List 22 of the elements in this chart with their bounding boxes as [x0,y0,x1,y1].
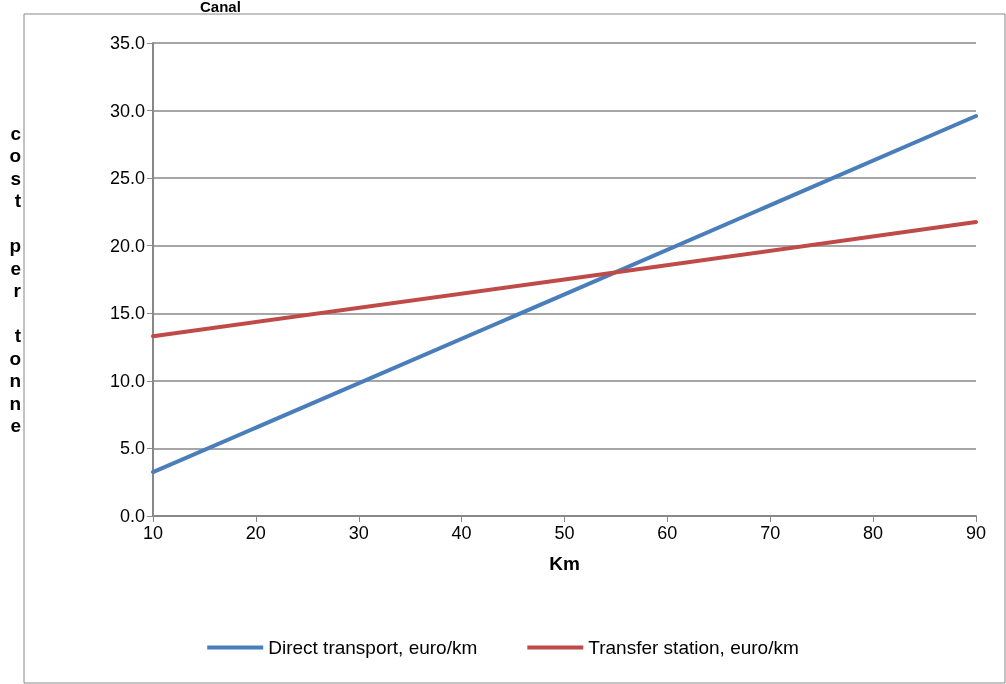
y-tick-label: 0.0 [119,506,145,526]
x-tick-label: 20 [245,523,266,543]
y-tick-label: 25.0 [109,168,145,189]
y-tick-label: 20.0 [109,235,145,256]
y-tick-label: 35.0 [109,33,145,53]
y-tick-label: 15.0 [109,303,145,324]
chart-title: Canal [200,0,241,15]
x-tick-label: 40 [451,523,472,543]
x-tick-label: 60 [657,523,678,543]
y-tick-label: 30.0 [109,100,145,121]
legend-label: Direct transport, euro/km [268,637,478,658]
x-tick-label: 50 [554,523,575,543]
x-tick-label: 70 [760,523,781,543]
text: cost per tonne [9,122,21,437]
x-axis-title: Km [549,553,580,574]
y-tick-label: 5.0 [119,438,145,459]
y-tick-label: 10.0 [109,370,145,391]
x-tick-label: 90 [965,523,987,543]
x-tick-label: 30 [348,523,369,543]
x-tick-label: 80 [863,523,884,543]
x-tick-label: 10 [142,523,164,543]
legend-label: Transfer station, euro/km [588,637,799,658]
